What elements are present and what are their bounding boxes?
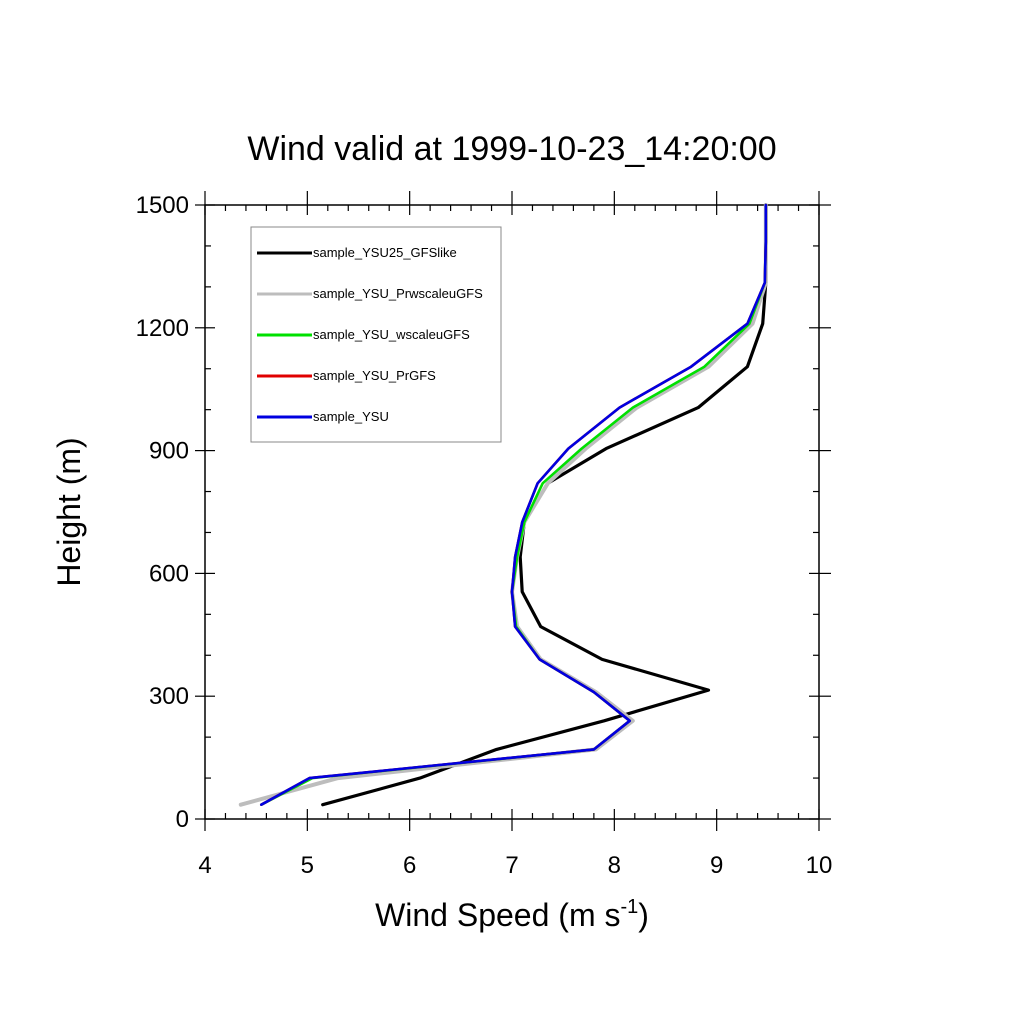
x-axis-label-superscript: -1 [620,896,638,918]
series-line-sample_YSU [259,203,768,807]
x-axis-label-main: Wind Speed (m s [375,897,620,933]
series-layer [238,203,768,807]
x-tick-label: 5 [301,852,314,879]
legend-label: sample_YSU_wscaleuGFS [313,327,470,342]
x-axis-label: Wind Speed (m s-1) [375,896,649,933]
x-tick-label: 8 [608,852,621,879]
chart-title: Wind valid at 1999-10-23_14:20:00 [247,130,776,168]
x-tick-label: 6 [403,852,416,879]
legend-label: sample_YSU_PrwscaleuGFS [313,286,483,301]
legend-label: sample_YSU_PrGFS [313,368,436,383]
y-tick-label: 1200 [136,315,189,342]
legend: sample_YSU25_GFSlike sample_YSU_Prwscaleu… [250,226,502,443]
legend-label: sample_YSU25_GFSlike [313,245,457,260]
y-tick-label: 900 [149,438,189,465]
y-tick-label: 300 [149,683,189,710]
legend-label: sample_YSU [313,409,389,424]
y-axis-label: Height (m) [51,437,87,586]
y-tick-label: 1500 [136,192,189,219]
x-tick-label: 7 [505,852,518,879]
x-tick-label: 4 [198,852,211,879]
y-tick-label: 0 [176,806,189,833]
tick-layer: 0 300 600 900 1200 1500 4 5 6 7 8 9 10 [136,191,833,879]
x-tick-label: 10 [806,852,833,879]
x-axis-label-close: ) [638,897,649,933]
x-tick-label: 9 [710,852,723,879]
y-tick-label: 600 [149,560,189,587]
